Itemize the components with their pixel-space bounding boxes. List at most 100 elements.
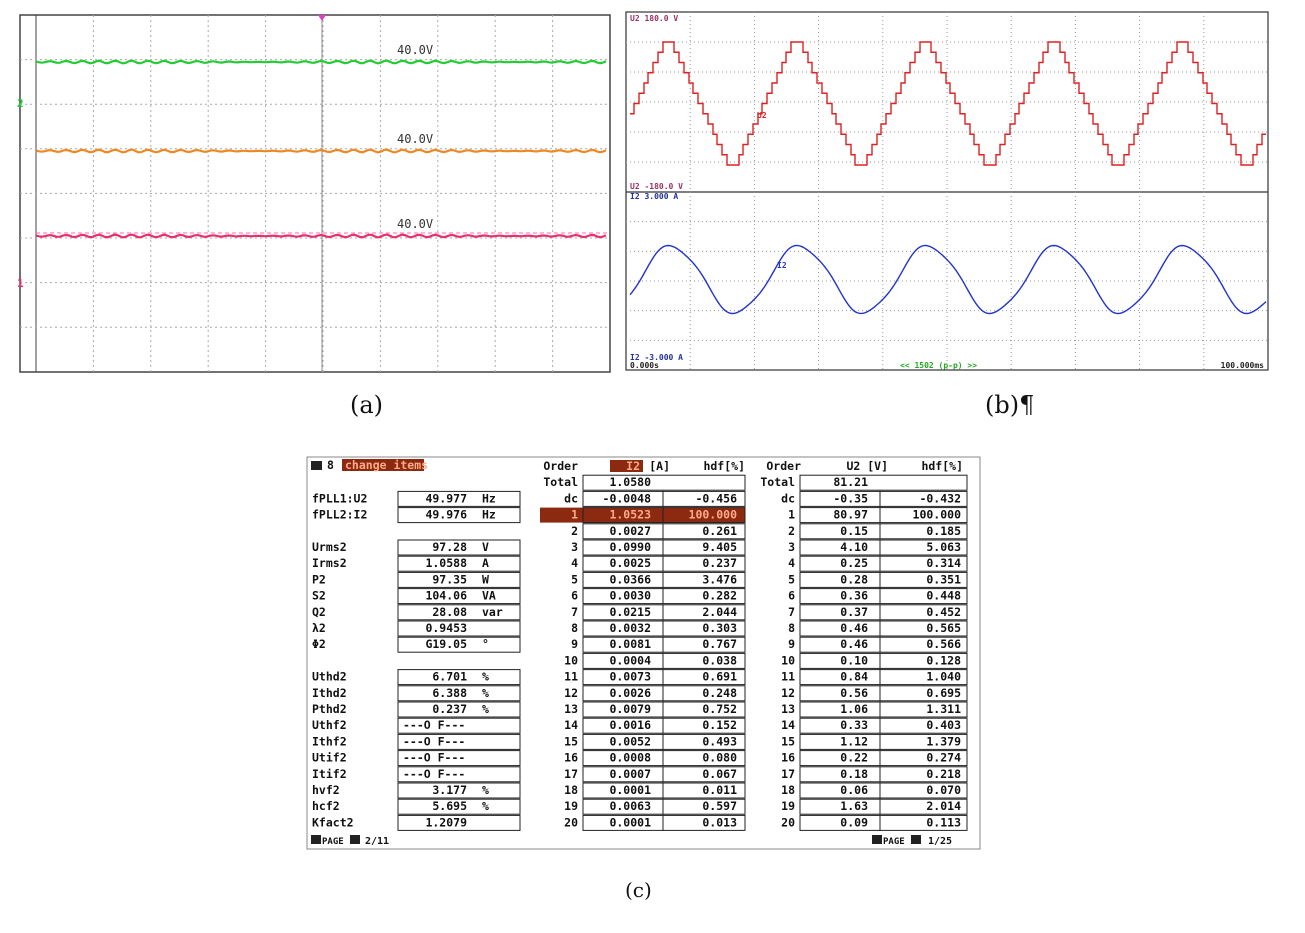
- param-value: ---O F---: [403, 767, 465, 781]
- footer-label: PAGE: [883, 837, 905, 847]
- param-box: [397, 555, 521, 572]
- order: 5: [571, 572, 578, 586]
- value: 0.218: [926, 767, 961, 781]
- value: 1.311: [926, 702, 961, 716]
- param-box: [397, 701, 521, 718]
- param-name: Itif2: [312, 767, 347, 781]
- value: -0.0048: [603, 491, 652, 505]
- value-box: [879, 523, 968, 540]
- order: 11: [564, 670, 578, 684]
- order: 8: [788, 621, 795, 635]
- value-box: [662, 523, 746, 540]
- param-name: S2: [312, 589, 326, 603]
- value: 0.752: [702, 702, 737, 716]
- value: 0.038: [702, 653, 737, 667]
- value: 0.56: [840, 686, 868, 700]
- value: 80.97: [833, 508, 868, 522]
- value: 2.044: [702, 605, 737, 619]
- order: 9: [788, 637, 795, 651]
- param-box: [397, 685, 521, 702]
- order: 15: [564, 734, 578, 748]
- col-header: hdf[%]: [921, 459, 963, 473]
- param-value: 1.2079: [425, 815, 467, 829]
- order: 2: [571, 524, 578, 538]
- value: 0.0025: [609, 556, 651, 570]
- value: 0.22: [840, 751, 868, 765]
- param-box: [397, 750, 521, 767]
- value: 0.0215: [609, 605, 651, 619]
- value: 0.691: [702, 670, 737, 684]
- param-name: Pthd2: [312, 702, 347, 716]
- param-box: [397, 604, 521, 621]
- param-box: [397, 636, 521, 653]
- value: 0.493: [702, 734, 737, 748]
- value: 0.303: [702, 621, 737, 635]
- menu-label: change items: [345, 458, 428, 472]
- trace: [35, 59, 607, 65]
- value: 0.0079: [609, 702, 651, 716]
- param-value: 5.695: [432, 799, 467, 813]
- value: 0.448: [926, 589, 961, 603]
- value-box: [879, 507, 968, 524]
- caption: (b)¶: [985, 391, 1034, 419]
- value: -0.456: [695, 491, 737, 505]
- value: 0.09: [840, 815, 868, 829]
- param-value: 0.9453: [425, 621, 467, 635]
- param-box: [397, 814, 521, 831]
- value: 0.566: [926, 637, 961, 651]
- value: 0.403: [926, 718, 961, 732]
- order: 8: [571, 621, 578, 635]
- order: 5: [788, 572, 795, 586]
- param-box: [397, 733, 521, 750]
- order: 20: [564, 815, 578, 829]
- param-name: P2: [312, 572, 326, 586]
- order: 2: [788, 524, 795, 538]
- value: 0.0016: [609, 718, 651, 732]
- scale-label: I2 3.000 A: [630, 192, 678, 201]
- value: 0.070: [926, 783, 961, 797]
- param-unit: W: [482, 572, 489, 586]
- param-value: 6.701: [432, 670, 467, 684]
- value: 0.013: [702, 815, 737, 829]
- value: 1.0580: [609, 475, 651, 489]
- param-value: G19.05: [425, 637, 467, 651]
- value: 0.18: [840, 767, 868, 781]
- value-box: [662, 717, 746, 734]
- param-unit: %: [482, 799, 489, 813]
- value: 100.000: [913, 508, 962, 522]
- order: 14: [781, 718, 795, 732]
- value: 0.351: [926, 572, 961, 586]
- value: 0.0001: [609, 783, 651, 797]
- order: 6: [571, 589, 578, 603]
- param-box: [397, 571, 521, 588]
- value: 0.33: [840, 718, 868, 732]
- value-box: [879, 604, 968, 621]
- value: 0.080: [702, 751, 737, 765]
- order: 13: [564, 702, 578, 716]
- value: 0.011: [702, 783, 737, 797]
- value-box: [879, 490, 968, 507]
- order: 4: [788, 556, 795, 570]
- footer-icon: [911, 835, 921, 844]
- value: 0.15: [840, 524, 868, 538]
- order: 1: [788, 508, 795, 522]
- order: 18: [781, 783, 795, 797]
- order: 4: [571, 556, 578, 570]
- value: 0.152: [702, 718, 737, 732]
- value: 0.0007: [609, 767, 651, 781]
- order: 3: [788, 540, 795, 554]
- param-value: 49.977: [425, 491, 467, 505]
- param-box: [397, 669, 521, 686]
- order: Total: [760, 475, 795, 489]
- order: 17: [564, 767, 578, 781]
- value: 0.0004: [609, 653, 651, 667]
- value: 0.185: [926, 524, 961, 538]
- value: 0.314: [926, 556, 961, 570]
- row-highlight: [540, 507, 745, 523]
- param-box: [397, 507, 521, 524]
- trace-label: 40.0V: [397, 217, 433, 231]
- param-name: λ2: [312, 621, 326, 635]
- value-box: [662, 701, 746, 718]
- param-unit: Hz: [482, 491, 496, 505]
- param-value: 97.35: [432, 572, 467, 586]
